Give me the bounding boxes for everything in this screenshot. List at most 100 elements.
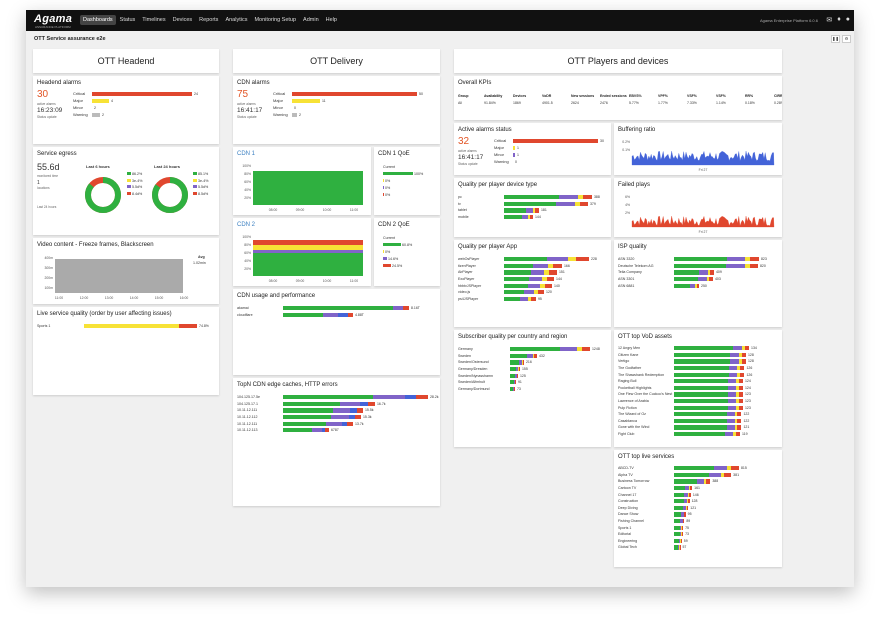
cdn2-chart[interactable]: 100% 80% 60% 40% 20% 08:00 09:00 10:00 11:00 <box>233 218 371 286</box>
list-item[interactable]: 10.11.12.111 13.7k <box>237 420 439 427</box>
list-item[interactable]: Editorial 73 <box>618 531 747 538</box>
nav-reports[interactable]: Reports <box>199 17 219 23</box>
minor-bar[interactable] <box>513 152 515 157</box>
freeze-frame-chart[interactable]: 400m 300m 200m 100m 11:00 12:00 13:00 14:00 15:0… <box>33 238 219 304</box>
list-item[interactable]: Channel 17 146 <box>618 491 747 498</box>
warning-bar[interactable] <box>292 112 297 117</box>
active-alarm-count[interactable]: 75 <box>237 89 249 100</box>
list-item[interactable]: tizenPlayer 166 <box>458 263 597 270</box>
kpi-header-cell[interactable]: VSF% <box>687 94 697 98</box>
list-item[interactable]: One Flew Over the Cuckoo's Nest 123 <box>618 391 757 398</box>
list-item[interactable]: Construction 128 <box>618 498 747 505</box>
nav-analytics[interactable]: Analytics <box>225 17 248 23</box>
list-item[interactable]: hbbtvJSPlayer 140 <box>458 282 597 289</box>
list-item[interactable]: cloudflare 4.88T <box>237 312 420 319</box>
list-item[interactable]: Sweden/Ostersund 216 <box>458 359 600 366</box>
nav-devices[interactable]: Devices <box>172 17 193 23</box>
list-item[interactable]: 12 Angry Men 134 <box>618 345 757 352</box>
active-alarm-count[interactable]: 30 <box>37 89 49 100</box>
list-item[interactable]: Sweden/Nynasshamn 125 <box>458 372 600 379</box>
cdn1-link[interactable]: CDN 1 <box>237 151 256 157</box>
list-item[interactable]: The Godfather 126 <box>618 365 757 372</box>
nav-help[interactable]: Help <box>325 17 337 23</box>
list-item[interactable]: ps4JSPlayer 95 <box>458 296 597 303</box>
list-item[interactable]: Gone with the Wind 121 <box>618 424 757 431</box>
list-item[interactable]: Citizen Kane 128 <box>618 352 757 359</box>
list-item[interactable]: video.js 120 <box>458 289 597 296</box>
kpi-header-cell[interactable]: EBVS% <box>629 94 642 98</box>
list-item[interactable]: tablet 181 <box>458 207 600 214</box>
list-item[interactable]: Telia Company 409 <box>618 269 767 276</box>
list-item[interactable]: The Shawshank Redemption 126 <box>618 371 757 378</box>
list-item[interactable]: Deep Diving 121 <box>618 505 747 512</box>
list-item[interactable]: ASN 6881 250 <box>618 282 767 289</box>
list-item[interactable]: 10.11.12.112 15.3k <box>237 414 439 421</box>
list-item[interactable]: Sports 1 74.8% <box>37 323 209 330</box>
list-item[interactable]: Casablanca 122 <box>618 418 757 425</box>
list-item[interactable]: Lawrence of Arabia 123 <box>618 398 757 405</box>
kpi-header-cell[interactable]: RR% <box>745 94 754 98</box>
list-item[interactable]: Pocketball Highlights 124 <box>618 385 757 392</box>
list-item[interactable]: ABCD-TV 815 <box>618 465 747 472</box>
list-item[interactable]: Global Tech 57 <box>618 544 747 551</box>
list-item[interactable]: Sweden/Alfmhult 91 <box>458 379 600 386</box>
cdn1-chart[interactable]: 100% 80% 60% 40% 20% 08:00 09:00 10:00 11:00 <box>233 147 371 215</box>
list-item[interactable]: pc 388 <box>458 194 600 201</box>
list-item[interactable]: ExoPlayer 144 <box>458 276 597 283</box>
list-item[interactable]: Cartoon TV 161 <box>618 485 747 492</box>
critical-bar[interactable] <box>92 91 192 96</box>
list-item[interactable]: mobile 144 <box>458 214 600 221</box>
list-item[interactable]: The Wizard of Oz 122 <box>618 411 757 418</box>
list-item[interactable]: Engineering 59 <box>618 538 747 545</box>
kpi-header-cell[interactable]: Ended sessions <box>600 94 627 98</box>
pause-icon[interactable]: ❚❚ <box>831 35 840 43</box>
cdn2-link[interactable]: CDN 2 <box>237 222 256 228</box>
list-item[interactable]: Deutsche Telekom AG 820 <box>618 263 767 270</box>
nav-status[interactable]: Status <box>119 17 136 23</box>
list-item[interactable]: Sweden 432 <box>458 353 600 360</box>
critical-bar[interactable] <box>513 138 598 143</box>
chat-icon[interactable]: ✉ <box>826 17 833 24</box>
kpi-header-cell[interactable]: Availability <box>484 94 503 98</box>
list-item[interactable]: webOsPlayer 228 <box>458 256 597 263</box>
buffering-chart[interactable]: 0.2% 0.1% Fri 27 <box>614 123 782 175</box>
list-item[interactable]: Vertigo 128 <box>618 358 757 365</box>
list-item[interactable]: Alpha TV 381 <box>618 472 747 479</box>
nav-admin[interactable]: Admin <box>303 17 319 23</box>
kpi-header-cell[interactable]: New sessions <box>571 94 595 98</box>
list-item[interactable]: tv 379 <box>458 201 600 208</box>
list-item[interactable]: Fishing Channel 89 <box>618 518 747 525</box>
list-item[interactable]: 104.125.17.5e 28.2k <box>237 394 439 401</box>
list-item[interactable]: Sports 1 75 <box>618 524 747 531</box>
warning-bar[interactable] <box>92 112 100 117</box>
list-item[interactable]: Germany/Dortmund 73 <box>458 386 600 393</box>
kpi-header-cell[interactable]: VPF% <box>658 94 668 98</box>
list-item[interactable]: Germany 1248 <box>458 346 600 353</box>
major-bar[interactable] <box>513 145 515 150</box>
kpi-header-cell[interactable]: VSF% <box>716 94 726 98</box>
kpi-header-cell[interactable]: Group <box>458 94 469 98</box>
egress-donuts[interactable] <box>33 147 219 235</box>
settings-icon[interactable]: ⚙ <box>842 35 851 43</box>
nav-timelines[interactable]: Timelines <box>142 17 166 23</box>
list-item[interactable]: ASN 3301 403 <box>618 276 767 283</box>
list-item[interactable]: ASN 3320 823 <box>618 256 767 263</box>
list-item[interactable]: 10.11.12.113 6787 <box>237 427 439 434</box>
list-item[interactable]: 10.11.12.111 15.5k <box>237 407 439 414</box>
bell-icon[interactable]: ♦ <box>837 16 841 23</box>
kpi-header-cell[interactable]: CIRR% <box>774 94 782 98</box>
list-item[interactable]: Germany/Dresden 155 <box>458 366 600 373</box>
nav-dashboards[interactable]: Dashboards <box>80 15 116 25</box>
list-item[interactable]: AirPlayer 151 <box>458 269 597 276</box>
list-item[interactable]: akamai 8.16T <box>237 305 420 312</box>
kpi-header-cell[interactable]: VoDR <box>542 94 552 98</box>
major-bar[interactable] <box>92 98 109 103</box>
list-item[interactable]: 104.125.17.1 16.7k <box>237 401 439 408</box>
agama-logo[interactable]: Agama <box>34 13 73 25</box>
failed-plays-chart[interactable]: 6% 4% 2% Fri 27 <box>614 178 782 237</box>
list-item[interactable]: Dance Show 95 <box>618 511 747 518</box>
user-icon[interactable]: ● <box>845 16 850 23</box>
major-bar[interactable] <box>292 98 320 103</box>
kpi-header-cell[interactable]: Devices <box>513 94 527 98</box>
active-alarm-count[interactable]: 32 <box>458 136 470 147</box>
